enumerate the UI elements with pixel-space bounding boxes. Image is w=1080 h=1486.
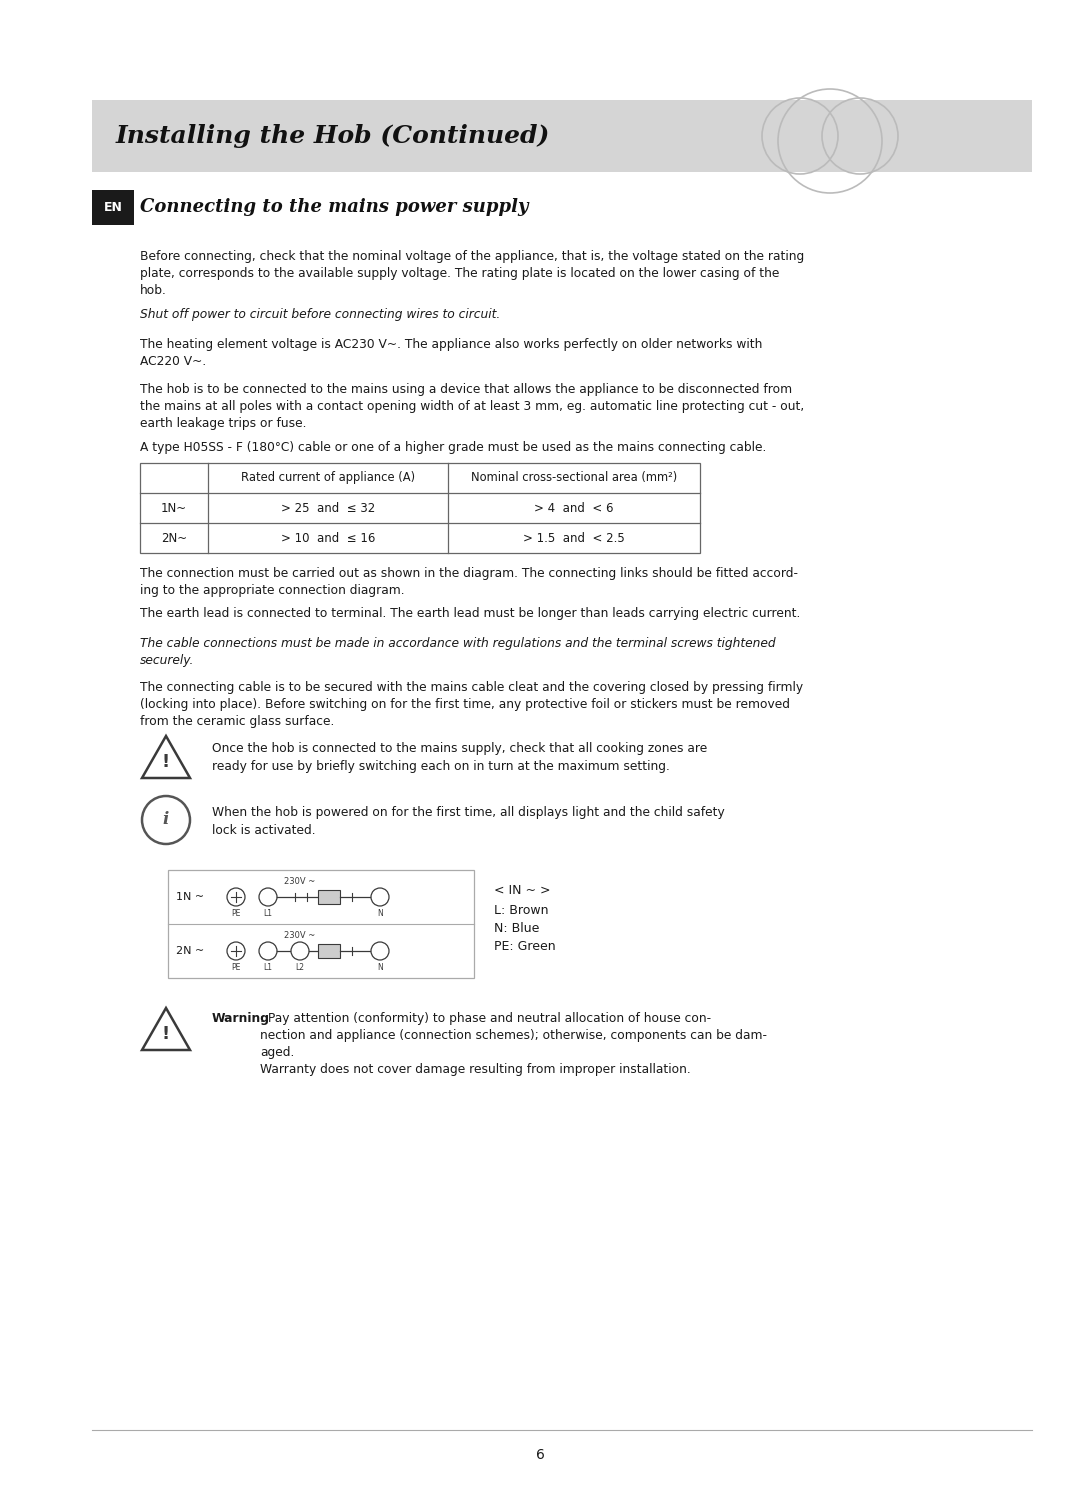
FancyBboxPatch shape	[92, 100, 1032, 172]
Circle shape	[291, 942, 309, 960]
Text: L1: L1	[264, 963, 272, 972]
FancyBboxPatch shape	[318, 944, 340, 958]
Text: > 1.5  and  < 2.5: > 1.5 and < 2.5	[523, 532, 625, 544]
Circle shape	[227, 889, 245, 906]
Text: A type H05SS - F (180°C) cable or one of a higher grade must be used as the main: A type H05SS - F (180°C) cable or one of…	[140, 441, 767, 455]
Text: 2N~: 2N~	[161, 532, 187, 544]
FancyBboxPatch shape	[140, 464, 700, 553]
Text: 1N~: 1N~	[161, 501, 187, 514]
Text: The cable connections must be made in accordance with regulations and the termin: The cable connections must be made in ac…	[140, 637, 775, 667]
Text: The hob is to be connected to the mains using a device that allows the appliance: The hob is to be connected to the mains …	[140, 383, 805, 429]
Text: < IN ~ >: < IN ~ >	[494, 884, 551, 898]
Polygon shape	[141, 736, 190, 779]
Text: The connecting cable is to be secured with the mains cable cleat and the coverin: The connecting cable is to be secured wi…	[140, 681, 804, 728]
Text: 230V ~: 230V ~	[284, 932, 315, 941]
Polygon shape	[141, 1008, 190, 1051]
FancyBboxPatch shape	[92, 190, 134, 224]
Text: N: N	[377, 963, 383, 972]
Circle shape	[372, 889, 389, 906]
Text: PE: Green: PE: Green	[494, 941, 555, 953]
Text: 230V ~: 230V ~	[284, 877, 315, 886]
Text: 1N ~: 1N ~	[176, 892, 204, 902]
Text: PE: PE	[231, 909, 241, 918]
Text: L1: L1	[264, 909, 272, 918]
FancyBboxPatch shape	[318, 890, 340, 903]
Text: i: i	[163, 811, 170, 829]
Text: Shut off power to circuit before connecting wires to circuit.: Shut off power to circuit before connect…	[140, 308, 500, 321]
Circle shape	[141, 796, 190, 844]
Circle shape	[259, 889, 276, 906]
Text: L2: L2	[296, 963, 305, 972]
Text: Rated current of appliance (A): Rated current of appliance (A)	[241, 471, 415, 484]
Circle shape	[227, 942, 245, 960]
Text: The earth lead is connected to terminal. The earth lead must be longer than lead: The earth lead is connected to terminal.…	[140, 606, 800, 620]
Text: 6: 6	[536, 1447, 544, 1462]
Text: Connecting to the mains power supply: Connecting to the mains power supply	[140, 199, 528, 217]
Text: PE: PE	[231, 963, 241, 972]
Text: The connection must be carried out as shown in the diagram. The connecting links: The connection must be carried out as sh…	[140, 568, 798, 597]
Text: L: Brown: L: Brown	[494, 903, 549, 917]
Text: Warning: Warning	[212, 1012, 270, 1025]
Text: > 10  and  ≤ 16: > 10 and ≤ 16	[281, 532, 375, 544]
Text: N: Blue: N: Blue	[494, 921, 539, 935]
Text: : Pay attention (conformity) to phase and neutral allocation of house con-
necti: : Pay attention (conformity) to phase an…	[260, 1012, 767, 1076]
Text: 2N ~: 2N ~	[176, 947, 204, 955]
FancyBboxPatch shape	[168, 869, 474, 978]
Text: When the hob is powered on for the first time, all displays light and the child : When the hob is powered on for the first…	[212, 805, 725, 837]
Text: N: N	[377, 909, 383, 918]
Text: > 4  and  < 6: > 4 and < 6	[535, 501, 613, 514]
Text: !: !	[162, 1025, 170, 1043]
Text: Nominal cross-sectional area (mm²): Nominal cross-sectional area (mm²)	[471, 471, 677, 484]
Text: Installing the Hob (Continued): Installing the Hob (Continued)	[116, 123, 551, 149]
Text: The heating element voltage is AC230 V~. The appliance also works perfectly on o: The heating element voltage is AC230 V~.…	[140, 337, 762, 369]
Text: Once the hob is connected to the mains supply, check that all cooking zones are
: Once the hob is connected to the mains s…	[212, 742, 707, 773]
Text: Before connecting, check that the nominal voltage of the appliance, that is, the: Before connecting, check that the nomina…	[140, 250, 805, 297]
Circle shape	[372, 942, 389, 960]
Text: !: !	[162, 753, 170, 771]
Circle shape	[259, 942, 276, 960]
Text: > 25  and  ≤ 32: > 25 and ≤ 32	[281, 501, 375, 514]
Text: EN: EN	[104, 201, 122, 214]
